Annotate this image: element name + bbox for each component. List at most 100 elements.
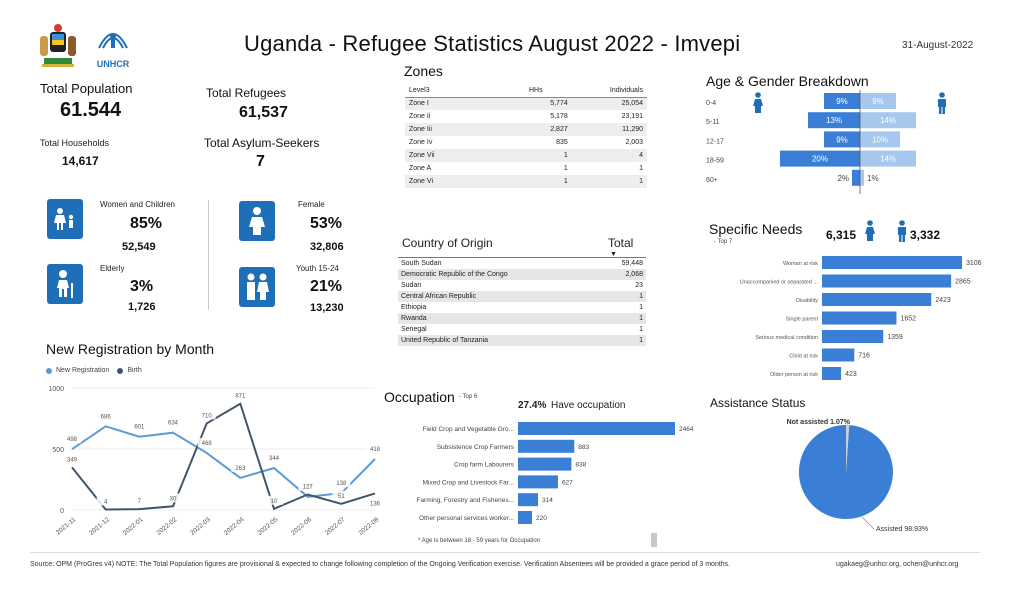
occupation-have-label: Have occupation (551, 400, 626, 411)
zone-hhs: 1 (563, 165, 568, 172)
age-female-bar (860, 112, 916, 129)
page-title: Uganda - Refugee Statistics August 2022 … (244, 31, 741, 56)
occupation-title: Occupation (384, 389, 455, 405)
specific-needs-male-icon (896, 220, 908, 247)
country-title: Country of Origin (402, 236, 493, 250)
occupation-have-pct: 27.4% (518, 400, 547, 411)
age-female-bar (860, 150, 916, 167)
reg-xtick-label: 2022-01 (122, 516, 145, 537)
footer-contacts: ugakaeg@unhcr.org, ochen@unhcr.org (836, 561, 959, 568)
zones-header-row: Level3 HHs Individuals (405, 84, 647, 97)
assistance-pie-chart: Not assisted 1.07% Assisted 98.93% (787, 419, 929, 533)
zones-row: Zone Vii 1 4 (405, 149, 647, 162)
legend-birth-dot (117, 367, 124, 374)
zones-row: Zone Iii 2,827 11,290 (405, 123, 647, 136)
zone-name: Zone Vii (405, 149, 525, 162)
country-row: Ethiopia 1 (398, 302, 646, 313)
new-registration-value-label: 138 (336, 481, 347, 487)
birth-label-bg (265, 495, 283, 505)
age-male-bar (808, 112, 860, 129)
needs-bar (822, 274, 952, 288)
country-row: United Republic of Tanzania 1 (398, 335, 646, 346)
report-date: 31-August-2022 (902, 40, 974, 51)
kpi-divider (208, 200, 209, 310)
occupation-bar (518, 475, 558, 489)
uganda-coat-of-arms (36, 22, 80, 70)
birth-value-label: 127 (303, 485, 314, 491)
reg-xtick-label: 2022-02 (156, 516, 179, 537)
zone-name: Zone Vi (405, 175, 525, 188)
occupation-bar (518, 422, 675, 435)
reg-xtick-label: 2022-07 (324, 516, 347, 537)
legend-birth-label: Birth (127, 367, 142, 374)
new-registration-label-bg (130, 421, 149, 431)
zone-individuals: 1 (571, 175, 647, 188)
country-total: 23 (635, 282, 643, 289)
zones-title: Zones (404, 63, 443, 79)
country-total: 1 (597, 335, 646, 346)
zones-table: Level3 HHs Individuals Zone I 5,774 25,054… (405, 84, 647, 188)
occupation-note: * Age is between 18 - 59 years for Occup… (418, 538, 541, 544)
age-male-label: 2% (837, 174, 849, 183)
age-gender-male-icon (936, 92, 948, 119)
assisted-slice (798, 424, 893, 519)
zone-hhs: 835 (556, 139, 568, 146)
new-registration-label-bg (265, 453, 283, 463)
needs-bar (822, 311, 897, 325)
age-female-bar (860, 131, 900, 148)
zones-row: Zone Vi 1 1 (405, 175, 647, 188)
legend-new-registration-dot (46, 367, 52, 374)
zone-name: Zone Iv (409, 139, 433, 146)
birth-label-bg (332, 490, 351, 500)
occupation-value-label: 314 (542, 497, 553, 504)
unhcr-logo-text: UNHCR (96, 59, 130, 69)
new-registration-value-label: 601 (134, 425, 145, 431)
country-row: Democratic Republic of the Congo 2,068 (398, 269, 646, 280)
new-registration-label-bg (63, 434, 81, 444)
zone-individuals: 11,290 (571, 123, 647, 136)
needs-value-label: 423 (845, 371, 857, 378)
country-total: 1 (597, 291, 646, 302)
new-registration-label-bg (164, 417, 182, 427)
women-children-label: Women and Children (100, 200, 176, 209)
not-assisted-label: Not assisted 1.07% (787, 419, 851, 426)
needs-value-label: 2423 (935, 297, 951, 304)
needs-value-label: 3106 (966, 260, 982, 267)
occupation-category-label: Crop farm Labourers (454, 462, 515, 469)
birth-label-bg (366, 498, 384, 508)
women-children-count: 52,549 (122, 241, 156, 253)
age-female-label: 9% (872, 97, 884, 106)
zone-name: Zone A (409, 165, 432, 172)
occupation-bar (518, 439, 575, 453)
specific-needs-female-count: 6,315 (826, 228, 857, 242)
not-assisted-slice (846, 425, 850, 472)
occupation-scrollbar[interactable] (651, 533, 657, 547)
country-total: 1 (639, 304, 643, 311)
elderly-label: Elderly (100, 264, 125, 273)
zones-header-individuals: Individuals (609, 86, 643, 94)
assisted-leader (861, 516, 875, 530)
country-total: 2,068 (597, 269, 646, 280)
birth-label-bg (164, 493, 182, 503)
birth-value-label: 51 (338, 494, 345, 500)
occupation-value-label: 627 (562, 479, 573, 486)
needs-bar (822, 256, 962, 269)
zone-hhs: 1 (525, 149, 572, 162)
country-row: Rwanda 1 (398, 313, 646, 324)
reg-xtick-label: 2022-05 (257, 516, 280, 537)
age-male-bar (852, 169, 860, 186)
reg-ytick-label: 1000 (48, 386, 64, 393)
age-gender-chart: 0-4 9% 9% 5-11 13% 14% 12-17 9% 10% 18-59 20% 14% 60… (706, 90, 916, 194)
total-households-value: 14,617 (62, 154, 99, 168)
zone-name: Zone Ii (409, 113, 431, 120)
specific-needs-male-count: 3,332 (910, 228, 941, 242)
needs-category-label: Older person at risk (770, 372, 818, 378)
needs-category-label: Single parent (786, 317, 819, 323)
age-male-label: 20% (812, 155, 828, 164)
age-group-label: 0-4 (706, 100, 716, 107)
birth-value-label: 710 (202, 413, 213, 419)
age-female-label: 10% (872, 135, 888, 144)
zones-header-level3: Level3 (409, 86, 430, 94)
female-pct: 53% (310, 215, 343, 232)
elderly-icon (47, 264, 83, 304)
